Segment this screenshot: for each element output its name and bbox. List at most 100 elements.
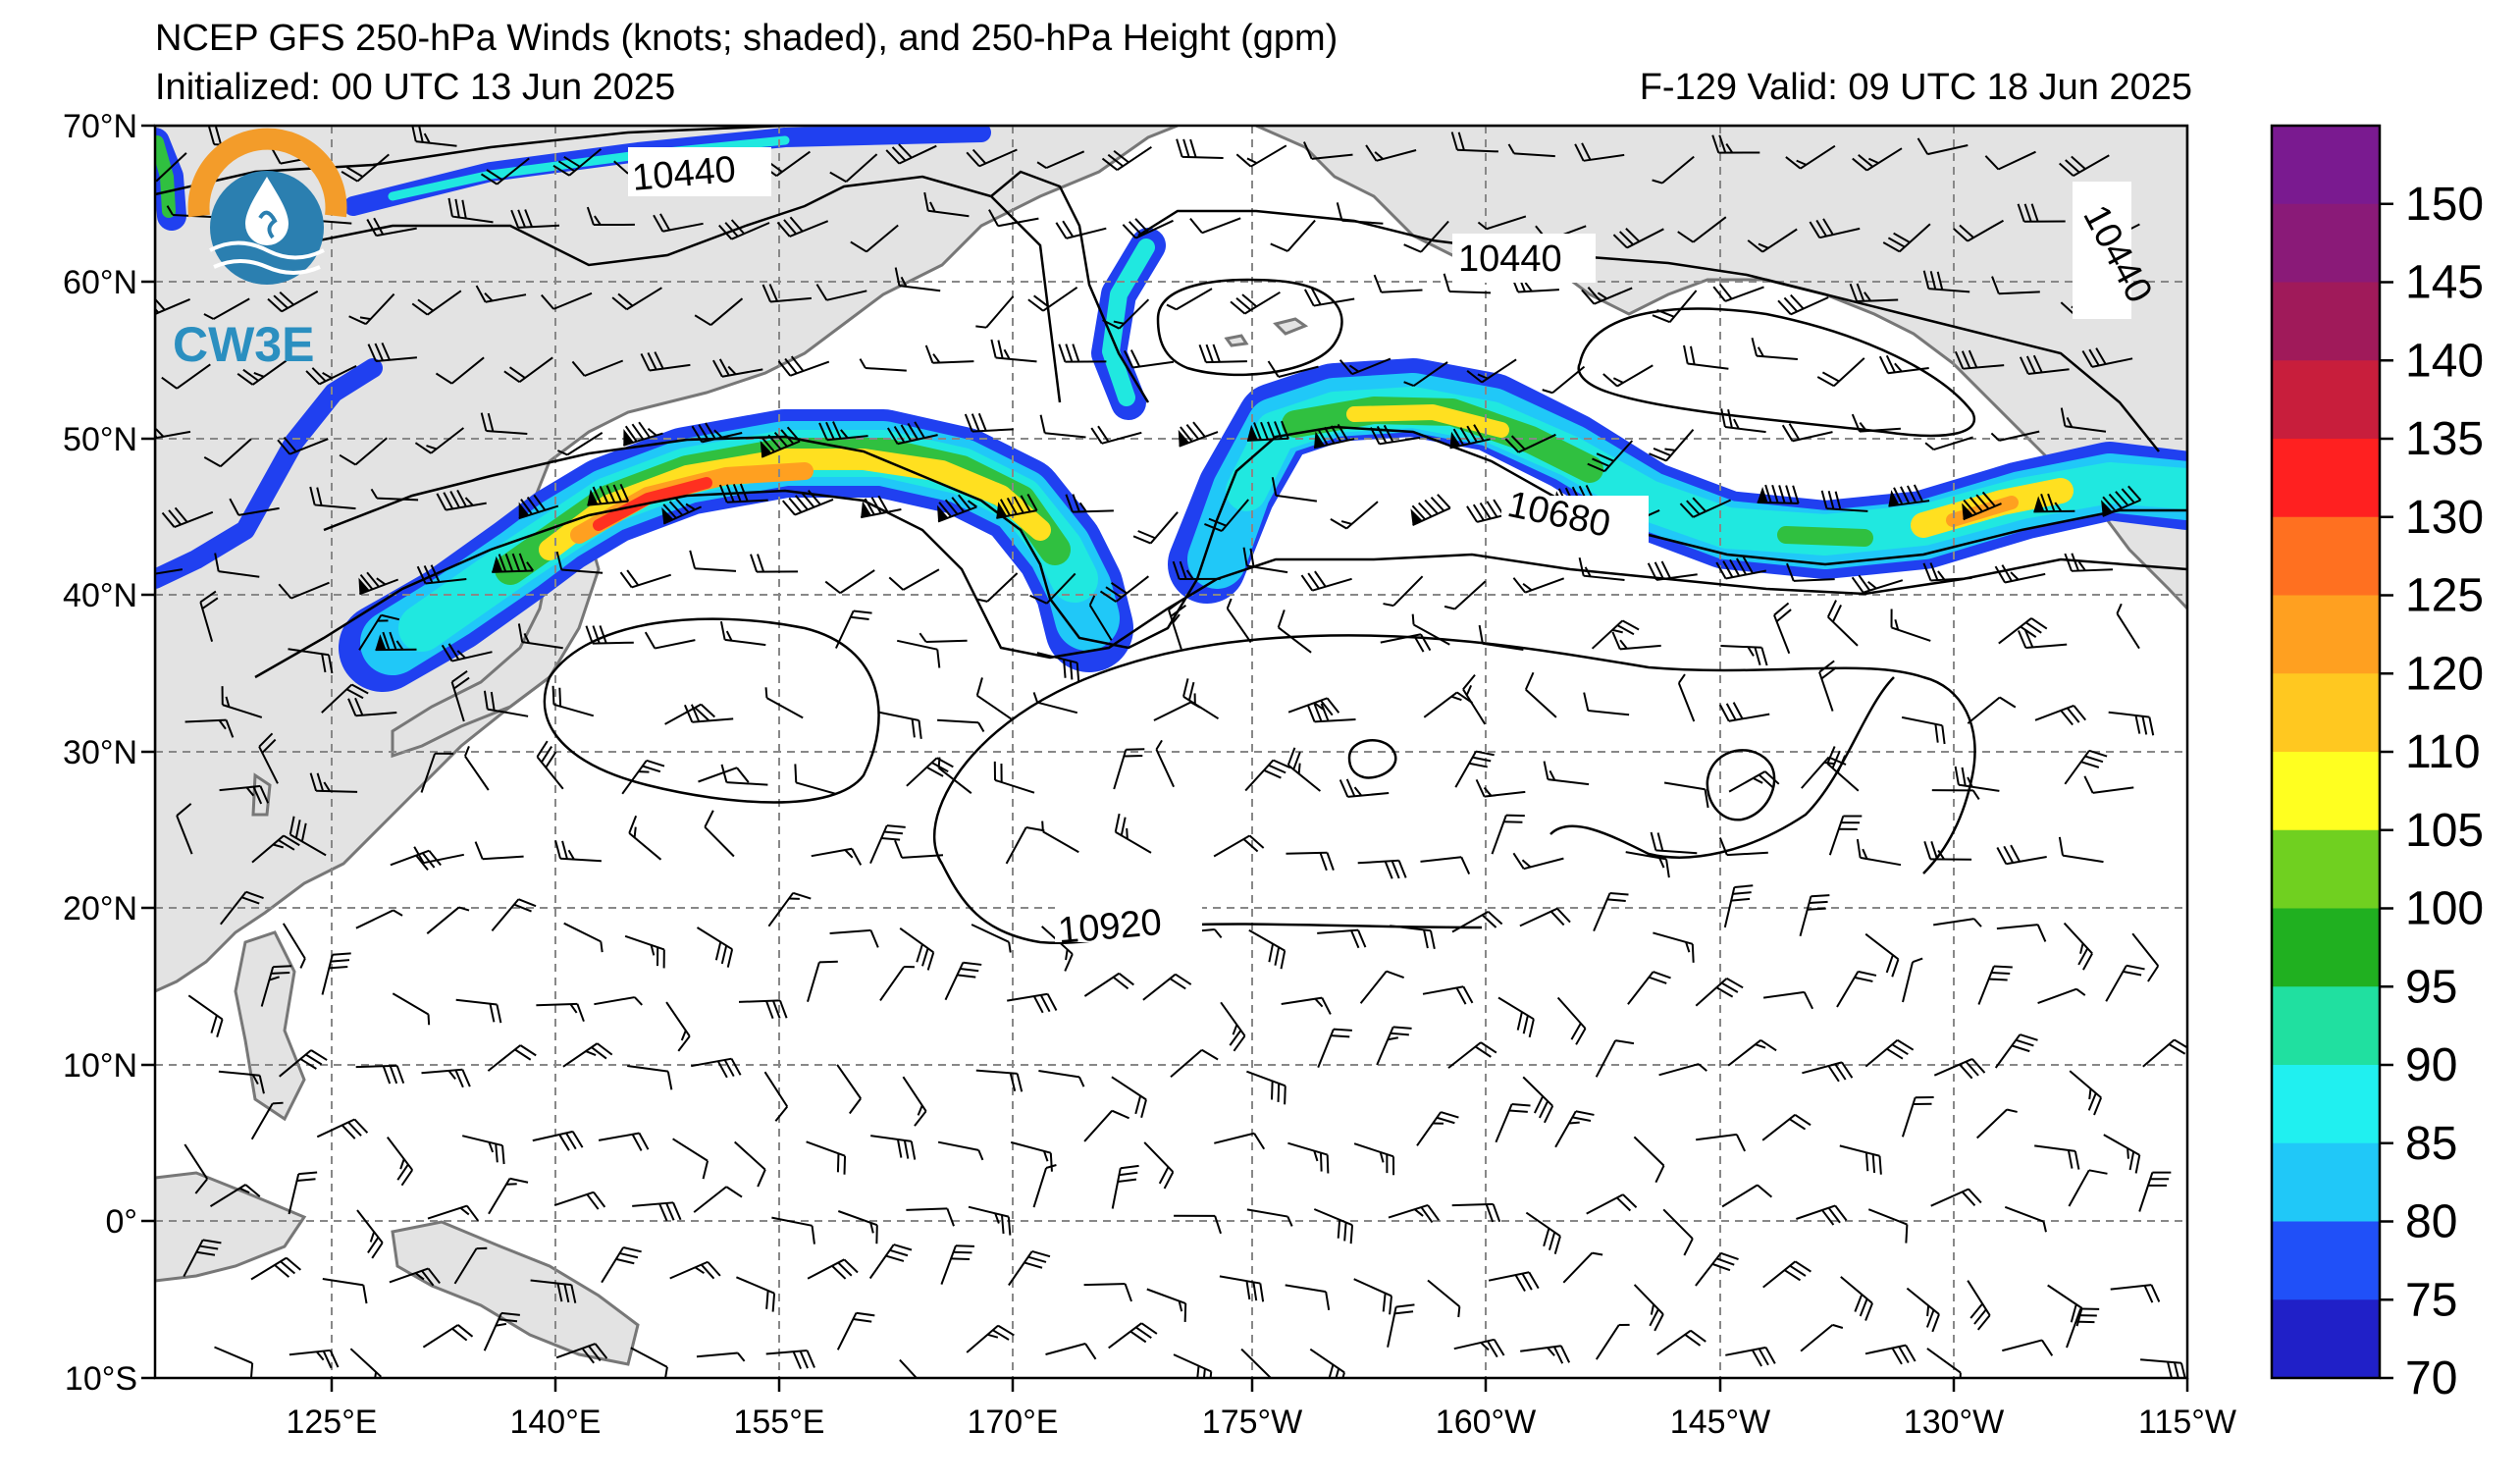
wind-barb (203, 438, 252, 468)
axis-ticks (141, 124, 2189, 1392)
logo-ring (187, 128, 347, 218)
wind-barb (869, 824, 906, 865)
wind-barb (923, 191, 970, 218)
wind-barb (229, 498, 280, 516)
wind-barb (1451, 910, 1503, 933)
wind-barb (278, 581, 330, 600)
wind-barb (2066, 1307, 2100, 1349)
wind-barb (1543, 761, 1590, 786)
colorbar-segment (2272, 1142, 2380, 1222)
wind-barb (1954, 349, 2005, 370)
wind-barb (387, 1136, 414, 1187)
wind-barb (836, 1064, 862, 1115)
wind-barb (611, 287, 662, 311)
wind-barb (282, 923, 306, 969)
wind-barb (1036, 150, 1085, 170)
wind-barb (834, 609, 872, 649)
wind-barb (309, 772, 358, 793)
wind-barb (937, 494, 977, 523)
wind-barb (1373, 274, 1423, 293)
wind-barb (988, 209, 1039, 228)
wind-barb (414, 427, 465, 454)
wind-barb (1595, 1323, 1630, 1360)
colorbar-label: 105 (2405, 805, 2484, 857)
wind-barb (1653, 931, 1695, 963)
wind-barb (1357, 859, 1407, 879)
wind-barb (1977, 965, 2013, 1005)
wind-barb (1852, 147, 1903, 172)
wind-barb (1058, 344, 1107, 363)
colorbar-label: 85 (2405, 1118, 2457, 1170)
contour-10440-c (990, 170, 1150, 403)
wind-barb (1055, 220, 1107, 239)
contour-label-5: 10920 (1057, 902, 1164, 952)
colorbar-label: 95 (2405, 961, 2457, 1013)
wind-barb (518, 494, 559, 520)
wind-barb (1287, 1141, 1330, 1174)
wind-barb (1962, 491, 2002, 521)
wind-barb (1111, 1076, 1147, 1118)
wind-barb (669, 1260, 721, 1280)
wind-barb (976, 572, 1019, 603)
wind-barb (279, 1049, 328, 1078)
wind-barb (1336, 202, 1384, 225)
wind-barb (2002, 1339, 2054, 1356)
wind-barb (1677, 216, 1727, 243)
wind-barb (375, 631, 417, 652)
wind-barb (818, 421, 868, 442)
wind-barb (321, 683, 369, 714)
wind-barb (1114, 813, 1152, 854)
wind-barb (836, 1311, 875, 1351)
wind-barb (1799, 894, 1830, 937)
wind-barb (594, 996, 643, 1006)
wind-barb (2033, 493, 2075, 513)
wind-barb (1475, 778, 1526, 798)
wind-barb (1122, 218, 1174, 239)
wind-barb (1581, 287, 1633, 305)
contour-10920-east (1549, 676, 1895, 859)
wind-barb (767, 891, 812, 927)
logo-wave-2 (213, 259, 321, 275)
wind-barb (2034, 1144, 2080, 1170)
wind-barb (691, 1057, 742, 1079)
wind-barb (896, 639, 941, 668)
wind-barb (1271, 477, 1318, 503)
wind-barb (598, 1132, 650, 1151)
wind-barb (1652, 290, 1698, 324)
wind-barb (1864, 1038, 1915, 1068)
wind-barb (719, 621, 766, 647)
wind-barb (161, 506, 214, 528)
wind-barb (1556, 996, 1587, 1045)
wind-barb (672, 1138, 709, 1180)
lon-label: 170°E (967, 1404, 1058, 1441)
wind-barb (712, 358, 763, 378)
wind-barb (718, 219, 770, 240)
wind-barb (1933, 918, 1982, 927)
wind-barb (1462, 674, 1487, 725)
colorbar-segment (2272, 595, 2380, 674)
wind-barb (288, 648, 334, 674)
wind-barb (829, 928, 879, 948)
contour-10440-north (155, 126, 786, 196)
wind-barb (536, 740, 564, 790)
wind-barb (1662, 1208, 1694, 1256)
wind-barb (1495, 1103, 1531, 1143)
wind-barb (937, 757, 972, 794)
wind-barb (464, 746, 490, 791)
wind-barb (2019, 354, 2070, 375)
lon-label: 175°W (1202, 1404, 1302, 1441)
wind-barb (1370, 424, 1421, 446)
wind-barb (1450, 132, 1498, 153)
wind-barb (1270, 219, 1316, 252)
wind-barb (2083, 775, 2134, 794)
wind-barb (996, 494, 1038, 519)
wind-barb (1695, 977, 1744, 1007)
wind-barb (698, 767, 750, 783)
wind-barb (250, 1256, 301, 1281)
wind-barb (1306, 703, 1356, 723)
wind-barb (870, 1135, 917, 1160)
wind-barb (1851, 413, 1901, 433)
wind-barb (630, 1347, 668, 1378)
wind-barb (738, 999, 788, 1020)
wind-barb (1602, 364, 1654, 388)
